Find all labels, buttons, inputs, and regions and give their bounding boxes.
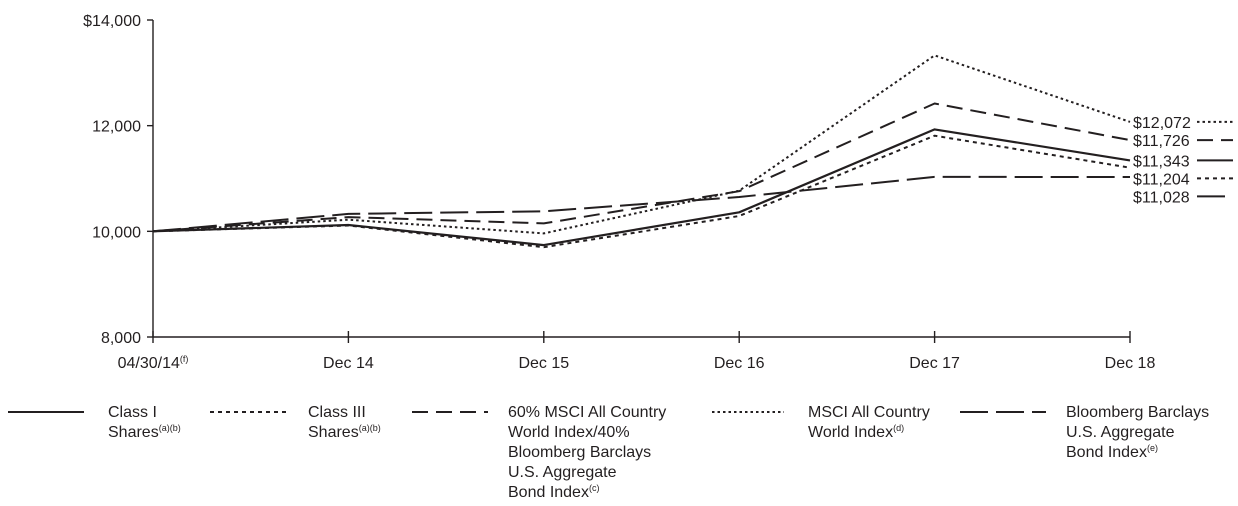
end-label-series-1: $11,343 — [1133, 153, 1190, 170]
x-tick-label: 04/30/14(f) — [118, 354, 189, 372]
x-tick-label: Dec 16 — [714, 355, 765, 372]
end-label-series-4: $12,072 — [1133, 115, 1191, 132]
legend-label-1: Class I Shares(a)(b) — [108, 404, 181, 441]
y-tick-label: $14,000 — [83, 13, 141, 30]
series-line-3 — [152, 102, 1131, 233]
end-label-series-5: $11,028 — [1133, 189, 1190, 206]
end-label-series-2: $11,204 — [1133, 171, 1190, 188]
x-tick-label: Dec 17 — [909, 355, 960, 372]
legend-label-4: MSCI All Country World Index(d) — [808, 404, 930, 441]
series-line-4 — [152, 54, 1131, 235]
legend-label-2: Class III Shares(a)(b) — [308, 404, 381, 441]
y-tick-label: 10,000 — [92, 224, 141, 241]
y-tick-label: 12,000 — [92, 119, 141, 136]
end-label-series-3: $11,726 — [1133, 133, 1190, 150]
series-line-2 — [152, 134, 1131, 249]
chart-legend: Class I Shares(a)(b) Class III Shares(a)(b)… — [8, 404, 1209, 501]
series-line-5 — [152, 175, 1131, 233]
chart-axes: 8,000 10,000 12,000 $14,000 04/30/14(f) Dec 1… — [83, 13, 1155, 372]
x-tick-label: Dec 14 — [323, 355, 374, 372]
end-value-labels: $12,072$11,726 $11,343$11,204$11,028 — [1133, 115, 1233, 206]
x-tick-label: Dec 18 — [1105, 355, 1156, 372]
chart-series-layer — [152, 54, 1131, 249]
legend-label-3: 60% MSCI All Country World Index/40% Bloom… — [508, 404, 666, 501]
y-tick-label: 8,000 — [101, 330, 141, 347]
x-tick-label: Dec 15 — [518, 355, 569, 372]
legend-label-5: Bloomberg Barclays U.S. Aggregate Bond Ind… — [1066, 404, 1209, 461]
